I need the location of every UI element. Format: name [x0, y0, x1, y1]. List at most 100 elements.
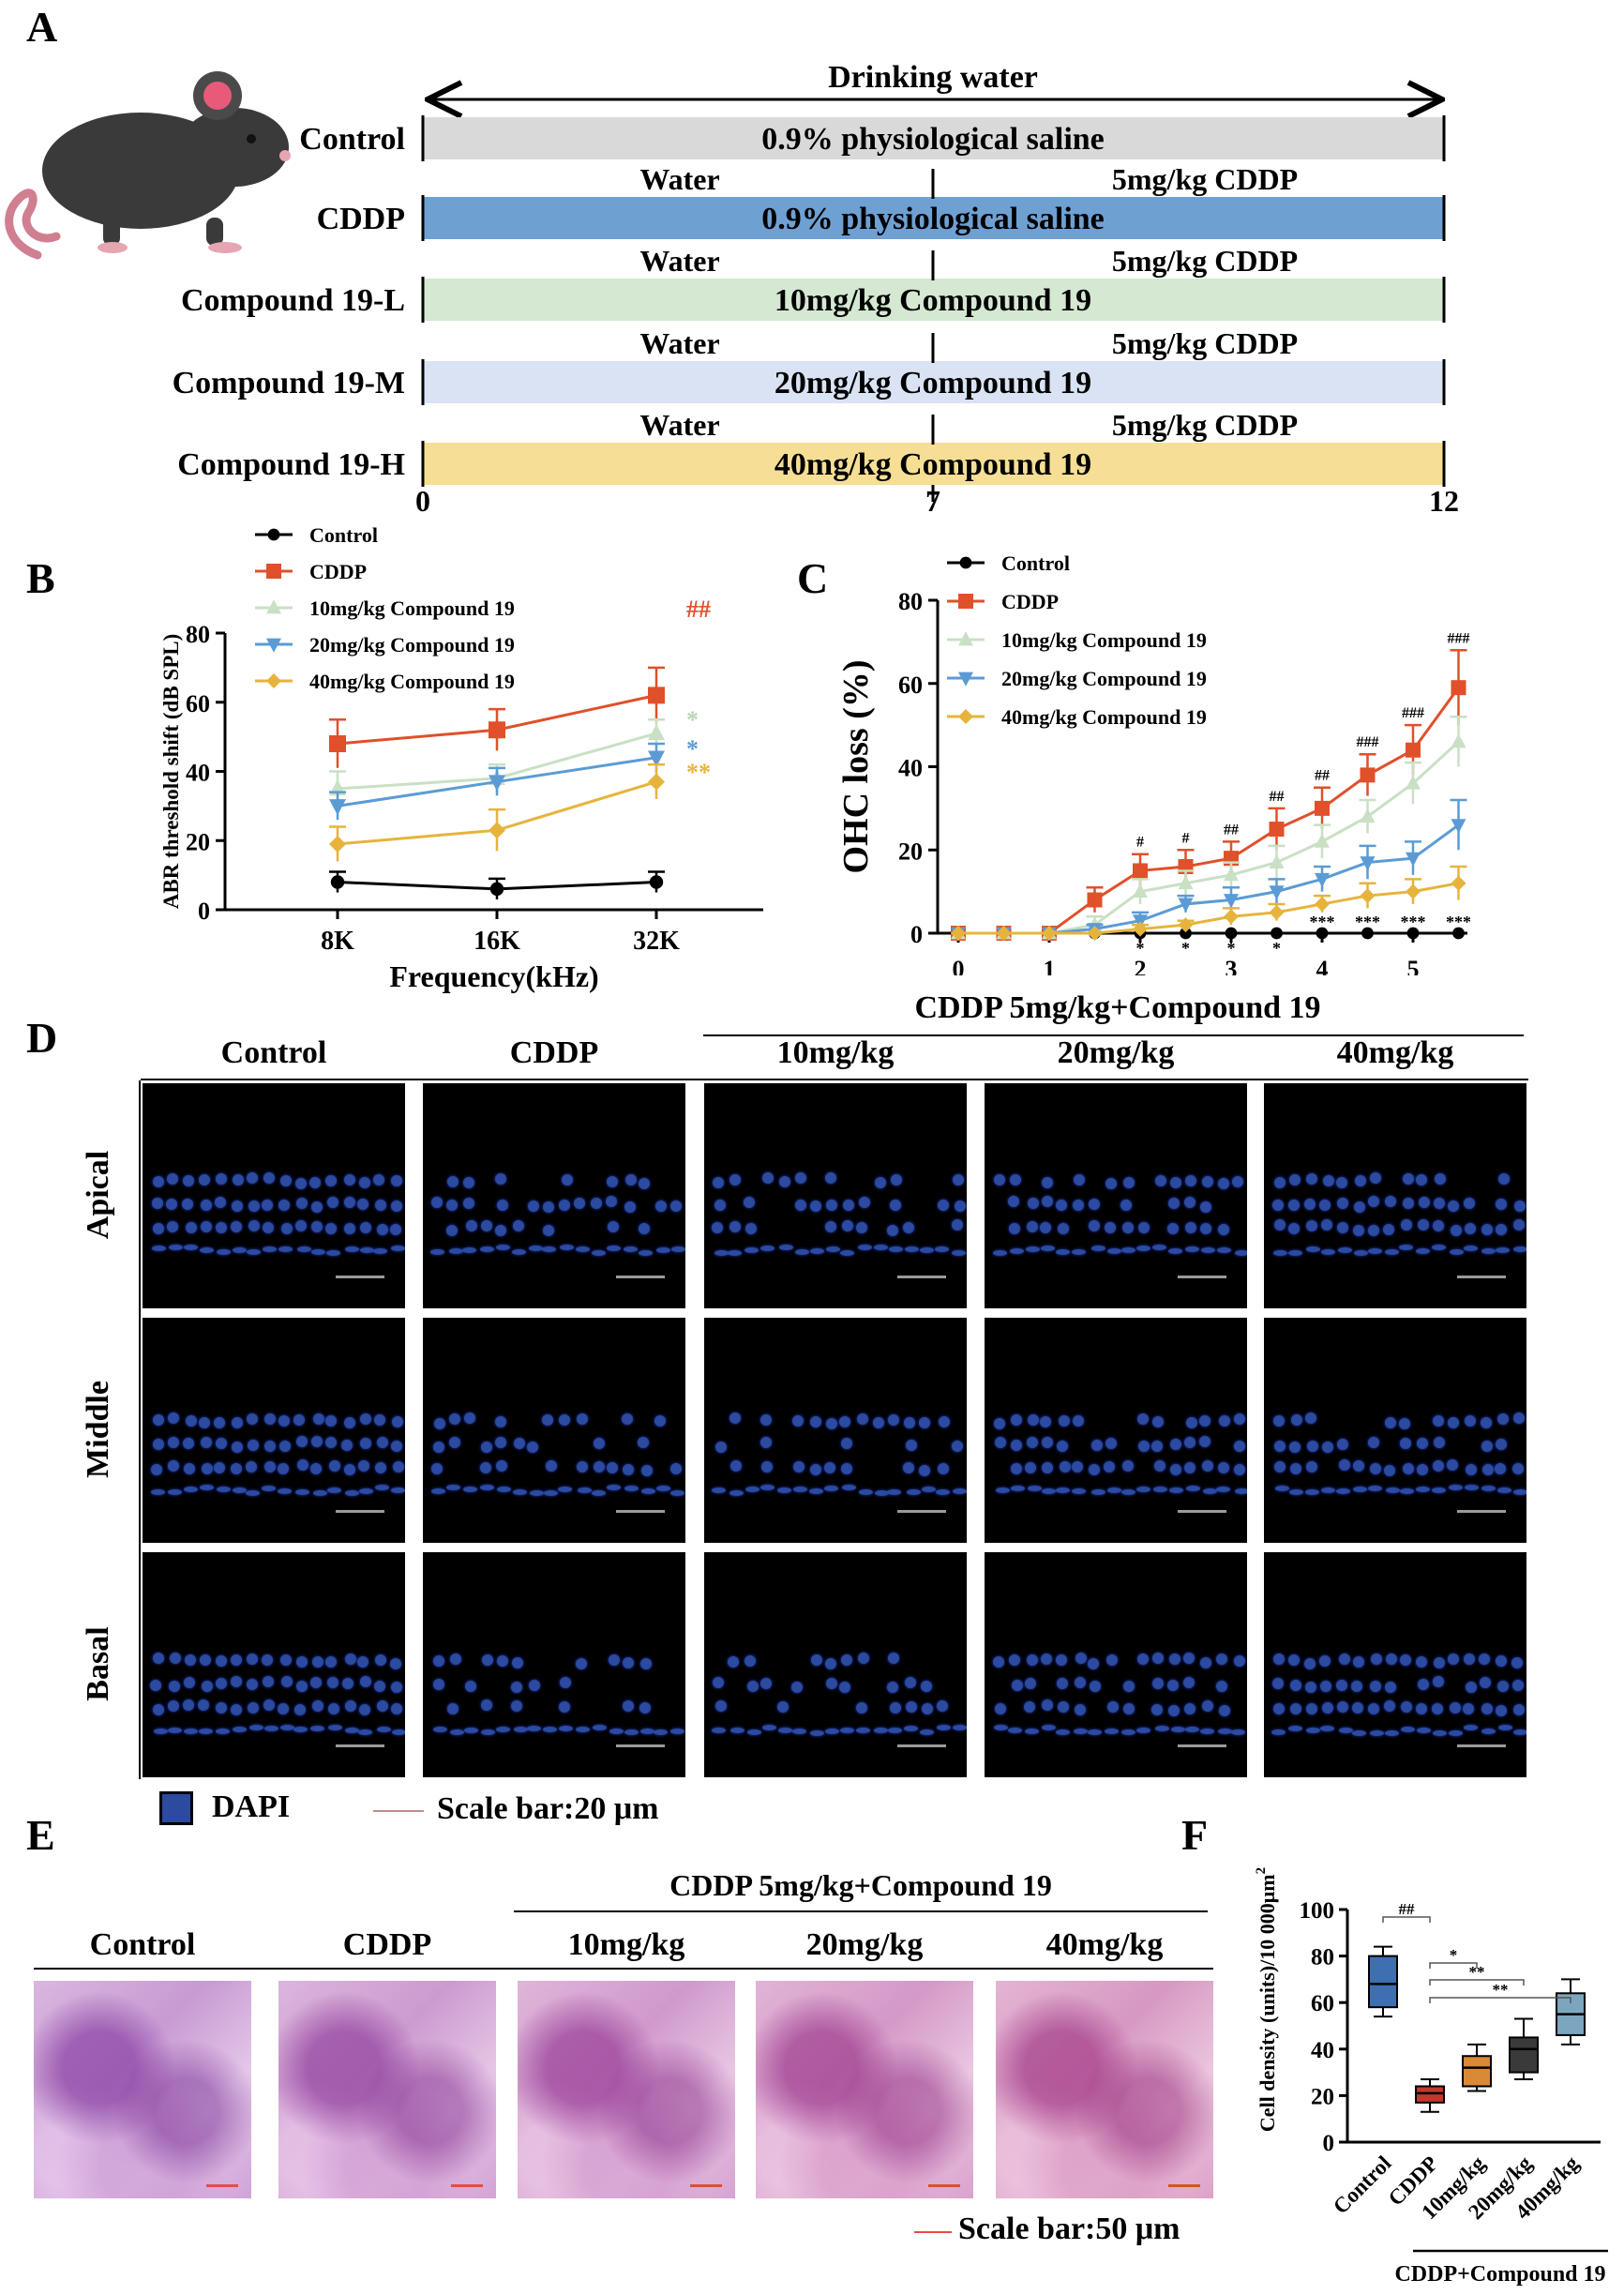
- nucleus: [1201, 1459, 1213, 1472]
- nucleus: [1041, 1462, 1053, 1474]
- nucleus: [446, 1224, 459, 1236]
- x-tick-label: 3: [1226, 956, 1238, 975]
- nucleus: [1215, 1681, 1227, 1693]
- nucleus: [1481, 1463, 1494, 1475]
- nucleus: [360, 1437, 372, 1449]
- micrograph-1-4: [1264, 1318, 1526, 1543]
- nucleus: [1233, 1441, 1245, 1453]
- column-header-4: 40mg/kg: [1336, 1035, 1454, 1070]
- nucleus: [264, 1460, 277, 1472]
- nucleus: [639, 1249, 654, 1256]
- nucleus: [1106, 1653, 1119, 1666]
- scale-bar: [336, 1744, 384, 1747]
- nucleus: [638, 1223, 650, 1235]
- nucleus: [776, 1700, 789, 1713]
- nucleus: [360, 1413, 372, 1426]
- data-point: [1224, 867, 1239, 882]
- histology-image-3: [756, 1981, 973, 2198]
- panel-d-row-line: [139, 1080, 141, 1779]
- nucleus: [248, 1725, 263, 1731]
- data-point: [1269, 885, 1285, 900]
- nucleus: [1151, 1678, 1164, 1690]
- nucleus: [873, 1245, 888, 1251]
- nucleus: [543, 1224, 555, 1236]
- nucleus: [1106, 1487, 1121, 1493]
- nucleus: [309, 1676, 322, 1688]
- nucleus: [184, 1653, 196, 1666]
- data-point: [1315, 896, 1330, 912]
- nucleus: [1122, 1176, 1135, 1188]
- nucleus: [373, 1174, 385, 1186]
- nucleus: [1289, 1463, 1301, 1475]
- nucleus: [1338, 1653, 1350, 1666]
- nucleus: [794, 1200, 806, 1212]
- nucleus: [1041, 1196, 1053, 1208]
- nucleus: [390, 1246, 405, 1252]
- nucleus: [1186, 1485, 1201, 1491]
- nucleus: [1306, 1172, 1318, 1185]
- nucleus: [1399, 1417, 1411, 1429]
- nucleus: [1322, 1441, 1334, 1453]
- scale-bar: [616, 1510, 665, 1513]
- nucleus: [1199, 1436, 1211, 1448]
- nucleus: [888, 1653, 900, 1665]
- data-point: [1360, 888, 1376, 904]
- nucleus: [794, 1248, 809, 1255]
- nucleus: [262, 1221, 274, 1233]
- nucleus: [214, 1417, 226, 1429]
- nucleus: [744, 1247, 759, 1254]
- nucleus: [1136, 1486, 1151, 1492]
- nucleus: [1184, 1221, 1196, 1233]
- nucleus: [995, 1487, 1010, 1494]
- y-tick-label: 40: [186, 760, 210, 787]
- data-point: [648, 750, 665, 767]
- nucleus: [1271, 1678, 1284, 1690]
- e-column-header-3: 20mg/kg: [805, 1927, 924, 1962]
- box-1: [1415, 2078, 1445, 2113]
- nucleus: [280, 1676, 293, 1687]
- nucleus: [1370, 1172, 1382, 1185]
- data-point: [1406, 775, 1421, 790]
- nucleus: [1135, 1245, 1150, 1251]
- nucleus: [1271, 1199, 1284, 1211]
- nucleus: [216, 1248, 231, 1255]
- nucleus: [344, 1489, 359, 1496]
- nucleus: [1234, 1488, 1247, 1495]
- group-name-4: Compound 19-H: [177, 447, 405, 482]
- nucleus: [201, 1463, 213, 1475]
- nucleus: [448, 1436, 460, 1448]
- nucleus: [278, 1703, 290, 1715]
- group-label: CDDP+Compound 19: [1394, 2262, 1605, 2287]
- nucleus: [359, 1246, 374, 1253]
- nucleus: [1218, 1414, 1230, 1427]
- nucleus: [1447, 1653, 1459, 1665]
- nucleus: [294, 1177, 307, 1189]
- nucleus: [1384, 1681, 1396, 1693]
- nucleus: [278, 1488, 293, 1495]
- nucleus: [328, 1703, 340, 1715]
- nucleus: [1287, 1726, 1302, 1732]
- nucleus: [247, 1412, 259, 1425]
- box-2: [1462, 2043, 1492, 2092]
- nucleus: [1185, 1727, 1200, 1733]
- nucleus: [312, 1489, 327, 1496]
- scale-bar: [897, 1276, 946, 1278]
- nucleus: [1432, 1460, 1444, 1472]
- micrograph-0-3: [985, 1083, 1247, 1308]
- nucleus: [809, 1488, 824, 1495]
- nucleus: [654, 1729, 669, 1736]
- series-line-4: [958, 882, 1459, 935]
- nucleus: [995, 1437, 1007, 1449]
- nucleus: [231, 1441, 243, 1453]
- nucleus: [1368, 1703, 1380, 1715]
- nucleus: [559, 1726, 574, 1732]
- nucleus: [809, 1248, 824, 1255]
- nucleus: [1319, 1199, 1331, 1211]
- significance-mark: ##: [686, 596, 711, 623]
- group-name-2: Compound 19-L: [181, 283, 405, 318]
- nucleus: [792, 1486, 807, 1492]
- nucleus: [433, 1655, 445, 1668]
- abr-threshold-chart: 0 20 40 60 80 Frequency(kHz) ABR threshold shi…: [159, 523, 763, 993]
- nucleus: [1306, 1441, 1318, 1453]
- nucleus: [558, 1487, 573, 1493]
